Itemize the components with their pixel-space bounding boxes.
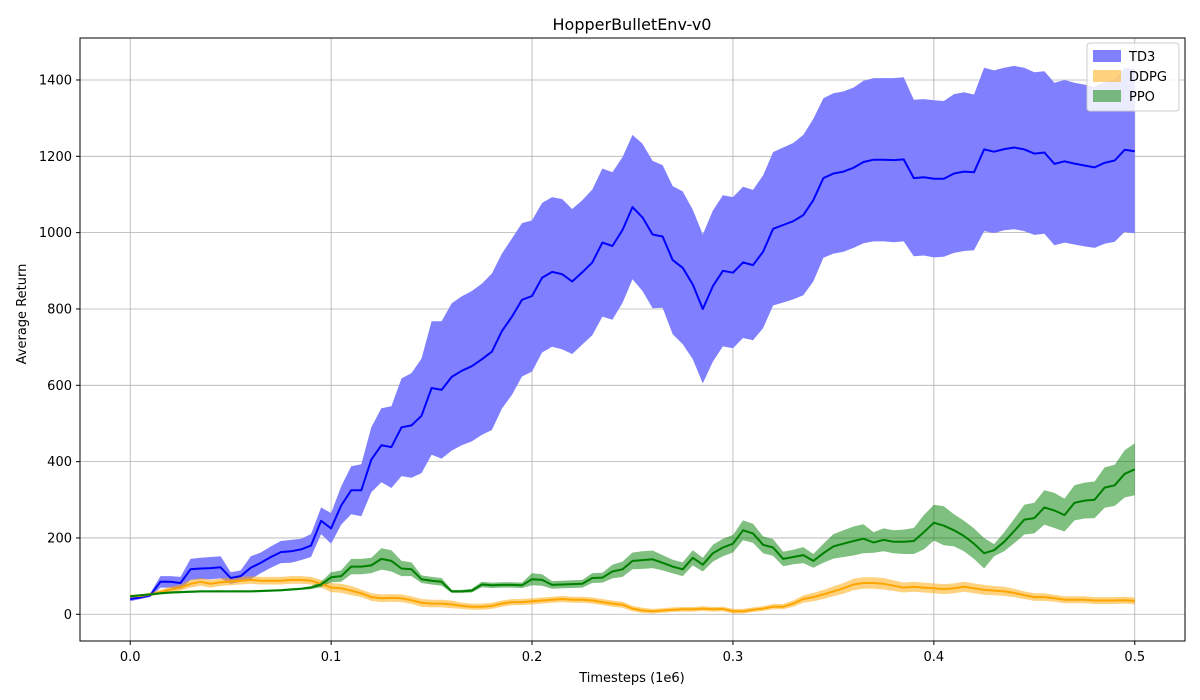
band-ppo	[130, 443, 1135, 598]
y-axis-ticks: 0 200 400 600 800 1000 1200 1400	[39, 73, 80, 623]
x-tick-label: 0.0	[120, 650, 141, 665]
y-tick-label: 200	[47, 531, 72, 546]
y-tick-label: 0	[64, 608, 72, 623]
x-tick-label: 0.3	[723, 650, 744, 665]
line-td3	[130, 146, 1135, 600]
x-axis-ticks: 0.0 0.1 0.2 0.3 0.4 0.5	[120, 641, 1145, 665]
x-tick-label: 0.5	[1124, 650, 1145, 665]
line-ppo	[130, 468, 1136, 598]
legend-label-ppo: PPO	[1129, 90, 1155, 105]
y-axis-label: Average Return	[15, 264, 30, 365]
x-axis-label: Timesteps (1e6)	[578, 671, 685, 686]
legend-swatch-ppo	[1093, 90, 1121, 102]
plot-frame	[79, 37, 1186, 642]
legend-label-td3: TD3	[1128, 50, 1155, 65]
y-tick-label: 1400	[39, 73, 72, 88]
x-tick-label: 0.4	[924, 650, 945, 665]
y-tick-label: 1200	[39, 150, 72, 165]
chart-title: HopperBulletEnv-v0	[553, 15, 712, 34]
confidence-bands	[130, 65, 1135, 614]
legend-swatch-ddpg	[1093, 70, 1121, 82]
legend-swatch-td3	[1093, 50, 1121, 62]
x-tick-label: 0.1	[321, 650, 342, 665]
legend: TD3 DDPG PPO	[1086, 42, 1180, 112]
band-ddpg	[130, 576, 1135, 614]
band-td3	[130, 65, 1135, 602]
legend-label-ddpg: DDPG	[1129, 70, 1167, 85]
y-tick-label: 600	[47, 379, 72, 394]
line-ddpg	[130, 578, 1135, 613]
x-tick-label: 0.2	[522, 650, 543, 665]
series-lines	[130, 146, 1136, 613]
y-tick-label: 400	[47, 455, 72, 470]
y-tick-label: 1000	[39, 226, 72, 241]
y-tick-label: 800	[47, 302, 72, 317]
